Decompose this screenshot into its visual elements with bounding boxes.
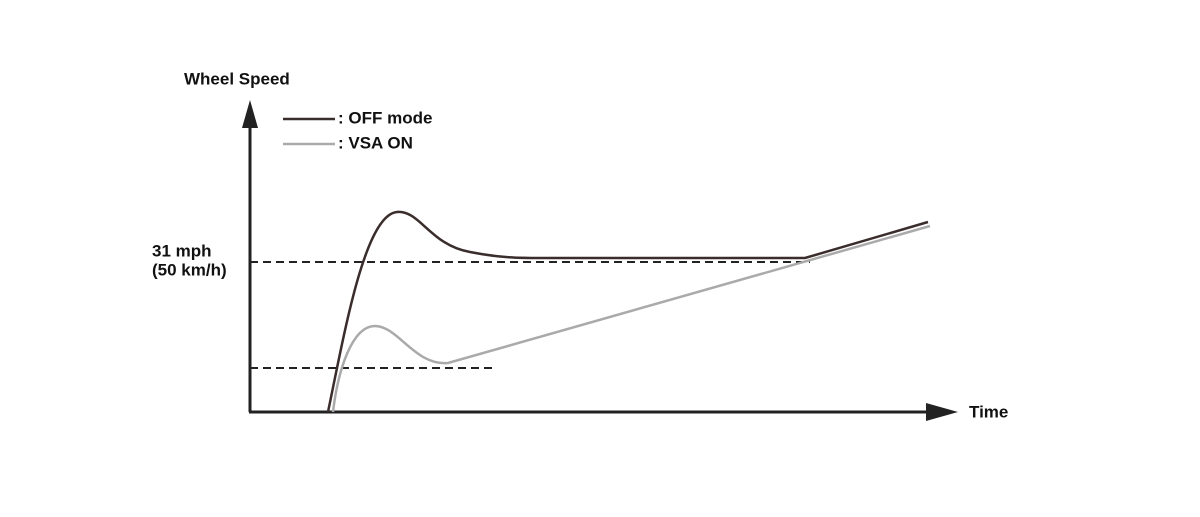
threshold-label: 31 mph: [152, 241, 212, 260]
y-axis-arrow: [242, 100, 258, 128]
legend-label: : OFF mode: [338, 108, 432, 127]
vsa-on-curve: [331, 224, 931, 413]
off-mode-curve: [326, 210, 929, 413]
y-axis-label: Wheel Speed: [184, 69, 290, 88]
threshold-label: (50 km/h): [152, 260, 227, 279]
legend-label: : VSA ON: [338, 133, 413, 152]
x-axis-label: Time: [969, 402, 1008, 421]
x-axis-arrow: [926, 403, 958, 421]
